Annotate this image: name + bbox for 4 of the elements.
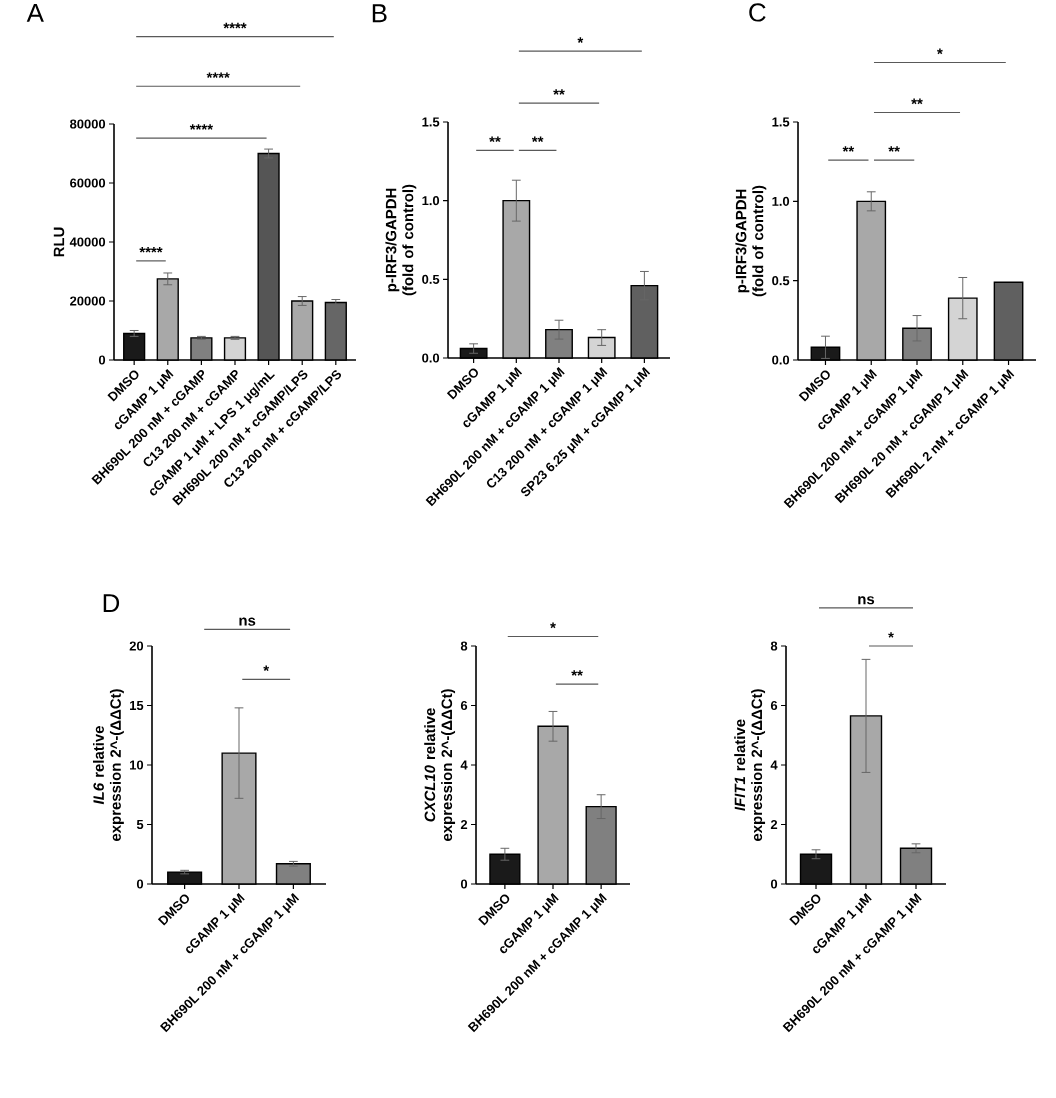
chart-title: C: [749, 3, 766, 22]
chart-title: A: [26, 4, 44, 22]
chart-title: B: [372, 4, 387, 23]
chart-title: D: [103, 594, 120, 613]
